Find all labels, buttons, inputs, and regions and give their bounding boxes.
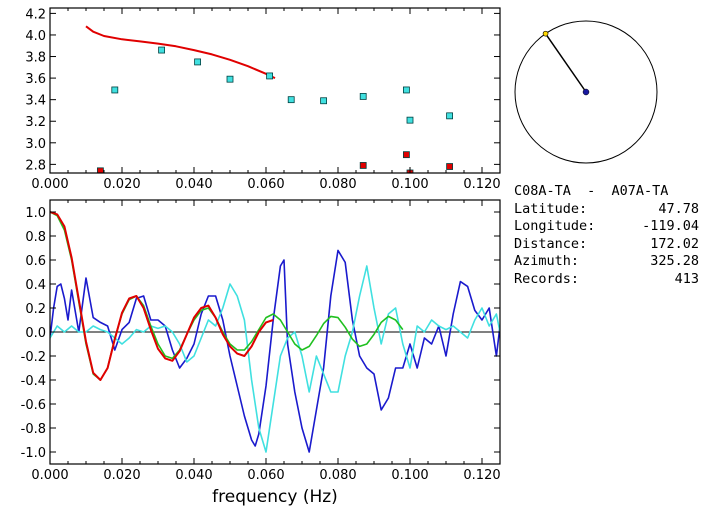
data-point bbox=[226, 75, 234, 83]
x-tick-label: 0.060 bbox=[247, 177, 284, 192]
y-tick-label: 0.4 bbox=[25, 278, 46, 293]
plot-area bbox=[50, 211, 500, 453]
distance-label: Distance: bbox=[514, 235, 588, 252]
x-tick-label: 0.080 bbox=[319, 177, 356, 192]
latitude-value: 47.78 bbox=[658, 200, 699, 217]
data-point bbox=[287, 96, 295, 104]
y-tick-label: 4.0 bbox=[25, 29, 46, 44]
y-tick-label: 0.0 bbox=[25, 326, 46, 341]
data-point bbox=[446, 163, 454, 170]
x-tick-label: 0.020 bbox=[103, 177, 140, 192]
y-tick-label: -0.4 bbox=[21, 374, 46, 389]
azimuth-line bbox=[544, 33, 587, 93]
x-tick-label: 0.040 bbox=[175, 468, 212, 483]
data-point bbox=[359, 93, 367, 100]
longitude-row: Longitude: -119.04 bbox=[514, 218, 699, 236]
series-line bbox=[85, 25, 276, 80]
azimuth-label: Azimuth: bbox=[514, 253, 580, 269]
plot-area bbox=[85, 25, 454, 173]
correlation-panel: 0.000 0.020 0.040 0.060 0.080 0.100 0.120 -1.0 -… bbox=[21, 199, 501, 483]
records-value: 413 bbox=[674, 270, 699, 287]
y-tick-label: -0.6 bbox=[21, 398, 46, 413]
data-point bbox=[111, 86, 119, 94]
azimuth-circle bbox=[514, 20, 658, 164]
y-tick-label: -1.0 bbox=[21, 446, 46, 461]
phase-velocity-panel: 0.000 0.020 0.040 0.060 0.080 0.100 0.120 2.8 3.… bbox=[25, 7, 500, 192]
latitude-label: Latitude: bbox=[514, 200, 588, 217]
center-marker bbox=[582, 88, 590, 96]
data-point bbox=[97, 167, 104, 173]
x-tick-label: 0.020 bbox=[103, 468, 140, 483]
data-point bbox=[359, 162, 367, 169]
series-line bbox=[50, 211, 274, 381]
data-point bbox=[446, 112, 454, 120]
data-point bbox=[320, 97, 328, 105]
y-tick-label: -0.2 bbox=[21, 350, 46, 365]
records-label: Records: bbox=[514, 270, 580, 287]
x-axis-title: frequency (Hz) bbox=[212, 487, 338, 507]
x-tick-label: 0.100 bbox=[391, 468, 428, 483]
data-point bbox=[266, 72, 274, 80]
azimuth-row: Azimuth: 325.28 bbox=[514, 253, 699, 271]
x-tick-label: 0.120 bbox=[463, 468, 500, 483]
y-tick-label: -0.8 bbox=[21, 422, 46, 437]
azimuth-plot bbox=[514, 20, 658, 164]
data-point bbox=[402, 151, 410, 159]
records-row: Records: 413 bbox=[514, 271, 699, 289]
endpoint-marker bbox=[542, 30, 549, 37]
data-point bbox=[158, 46, 166, 54]
azimuth-value: 325.28 bbox=[650, 253, 699, 269]
x-tick-label: 0.080 bbox=[319, 468, 356, 483]
longitude-label: Longitude: bbox=[514, 218, 596, 234]
station-pair-title: C08A-TA - A07A-TA bbox=[514, 183, 669, 199]
x-tick-label: 0.060 bbox=[247, 468, 284, 483]
y-tick-label: 3.6 bbox=[25, 72, 46, 87]
y-tick-label: 2.8 bbox=[25, 158, 46, 173]
data-point bbox=[194, 58, 202, 66]
station-info-panel: C08A-TA - A07A-TA Latitude: 47.78 Longit… bbox=[514, 183, 699, 288]
y-tick-label: 3.2 bbox=[25, 115, 46, 130]
data-point bbox=[402, 86, 410, 94]
y-tick-label: 0.6 bbox=[25, 254, 46, 269]
longitude-value: -119.04 bbox=[642, 218, 699, 234]
latitude-row: Latitude: 47.78 bbox=[514, 201, 699, 219]
plot-frame bbox=[49, 7, 501, 174]
y-tick-label: 3.0 bbox=[25, 137, 46, 152]
series-line bbox=[50, 249, 500, 453]
y-tick-label: 4.2 bbox=[25, 7, 46, 22]
y-tick-label: 0.8 bbox=[25, 230, 46, 245]
y-tick-label: 0.2 bbox=[25, 302, 46, 317]
x-tick-label: 0.000 bbox=[31, 177, 68, 192]
x-tick-label: 0.040 bbox=[175, 177, 212, 192]
series-line bbox=[50, 265, 500, 453]
y-tick-label: 1.0 bbox=[25, 206, 46, 221]
data-point bbox=[406, 116, 414, 124]
x-tick-label: 0.120 bbox=[463, 177, 500, 192]
x-tick-label: 0.100 bbox=[391, 177, 428, 192]
y-tick-label: 3.4 bbox=[25, 94, 46, 109]
distance-value: 172.02 bbox=[650, 235, 699, 252]
x-tick-label: 0.000 bbox=[31, 468, 68, 483]
y-tick-label: 3.8 bbox=[25, 51, 46, 66]
distance-row: Distance: 172.02 bbox=[514, 236, 699, 254]
